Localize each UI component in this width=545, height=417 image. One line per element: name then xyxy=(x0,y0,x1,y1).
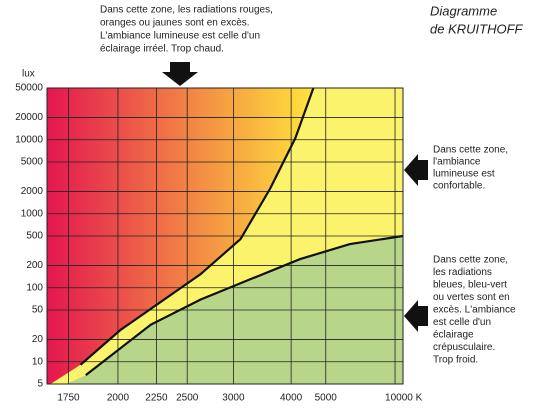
y-tick-label: 500 xyxy=(26,231,43,242)
annotation: Dans cette zone, xyxy=(433,255,508,266)
x-tick-label: 3000 xyxy=(222,393,245,404)
boundary-curve xyxy=(79,88,315,366)
annotation: est celle d'un xyxy=(433,317,491,328)
y-tick-label: 5 xyxy=(37,379,43,390)
annotation: Dans cette zone, xyxy=(433,145,508,156)
y-tick-label: 20000 xyxy=(15,112,43,123)
annotation: Trop froid. xyxy=(433,355,478,366)
x-tick-label: 5000 xyxy=(315,393,338,404)
y-tick-label: 1000 xyxy=(21,208,44,219)
x-tick-label: 1750 xyxy=(57,393,80,404)
annotation: bleues, bleu-vert xyxy=(433,280,507,291)
chart-title: Diagramme xyxy=(430,3,497,18)
annotation: éclairage irréel. Trop chaud. xyxy=(100,44,224,55)
x-tick-label: 2000 xyxy=(107,393,130,404)
annotation: excès. L'ambiance xyxy=(433,305,516,316)
annotation: Dans cette zone, les radiations rouges, xyxy=(100,5,273,16)
arrow-down xyxy=(162,62,198,86)
annotation: L'ambiance lumineuse est celle d'un xyxy=(100,31,260,42)
arrow-left xyxy=(404,300,428,332)
plot-frame xyxy=(46,87,404,385)
y-tick-label: 50000 xyxy=(15,83,43,94)
arrow-left xyxy=(404,154,428,186)
y-tick-label: 10 xyxy=(32,356,44,367)
y-tick-label: 100 xyxy=(26,282,43,293)
x-tick-label: 2500 xyxy=(176,393,199,404)
y-tick-label: 50 xyxy=(32,305,44,316)
annotation: les radiations xyxy=(433,267,492,278)
annotation: ou vertes sont en xyxy=(433,292,510,303)
annotation: lumineuse est xyxy=(433,169,495,180)
annotation: confortable. xyxy=(433,181,485,192)
y-tick-label: 200 xyxy=(26,260,43,271)
annotation: crépusculaire. xyxy=(433,342,495,353)
y-tick-label: 2000 xyxy=(21,186,44,197)
annotation: éclairage xyxy=(433,330,474,341)
annotation: l'ambiance xyxy=(433,157,481,168)
y-tick-label: 20 xyxy=(32,334,44,345)
x-tick-label: 4000 xyxy=(280,393,303,404)
x-tick-label: 2250 xyxy=(145,393,168,404)
boundary-curve xyxy=(85,234,403,376)
annotation: oranges ou jaunes sont en excès. xyxy=(100,18,250,29)
chart-title: de KRUITHOFF xyxy=(430,21,524,36)
y-tick-label: 10000 xyxy=(15,134,43,145)
y-axis-label: lux xyxy=(22,69,35,80)
x-tick-label: 10000 K xyxy=(385,393,423,404)
y-tick-label: 5000 xyxy=(21,157,44,168)
